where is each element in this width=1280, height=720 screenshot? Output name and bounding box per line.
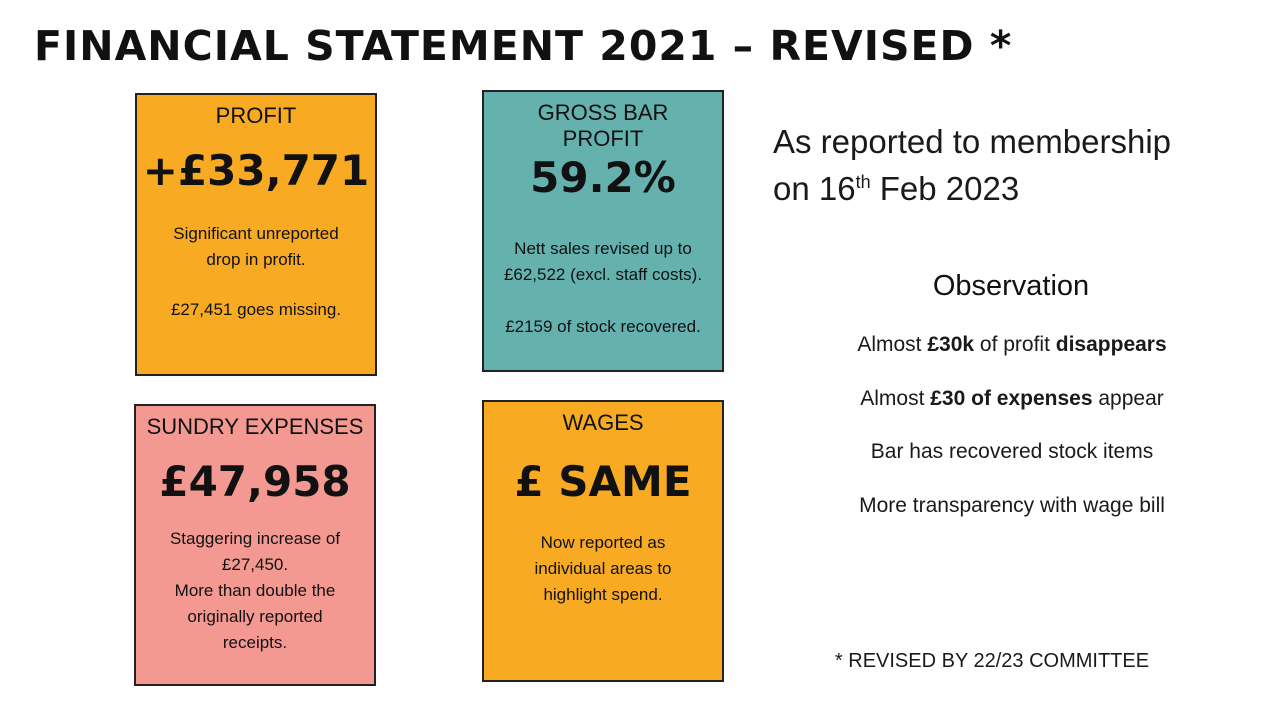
gross-bar-profit-description: Nett sales revised up to £62,522 (excl. … (503, 239, 703, 284)
sundry-expenses-card: SUNDRY EXPENSES £47,958 Staggering incre… (134, 404, 376, 686)
sundry-expenses-heading: SUNDRY EXPENSES (146, 414, 364, 439)
observation-text: More transparency with wage bill (859, 493, 1165, 517)
observation-emphasis: £30k (927, 333, 975, 356)
observation-item: Almost £30k of profit disappears (812, 330, 1212, 384)
observation-text: Almost (857, 333, 928, 356)
footnote: * REVISED BY 22/23 COMMITTEE (834, 650, 1150, 672)
observation-item: Bar has recovered stock items (812, 437, 1212, 491)
observation-item: More transparency with wage bill (812, 491, 1212, 545)
page-title: FINANCIAL STATEMENT 2021 – REVISED * (34, 22, 1013, 70)
observation-emphasis: disappears (1055, 333, 1167, 356)
reported-date-rest: Feb 2023 (870, 170, 1020, 207)
reported-date-prefix: on 16 (773, 170, 856, 207)
observation-text: appear (1092, 386, 1164, 410)
reported-line-2: on 16th Feb 2023 (773, 162, 1171, 209)
profit-description: Significant unreported drop in profit. (173, 224, 339, 269)
gross-bar-profit-card: GROSS BAR PROFIT 59.2% Nett sales revise… (482, 90, 724, 372)
gross-bar-profit-value: 59.2% (530, 153, 676, 202)
wages-heading: WAGES (562, 410, 644, 435)
profit-value: +£33,771 (142, 146, 370, 195)
profit-card: PROFIT +£33,771 Significant unreported d… (135, 93, 377, 376)
reported-line-1: As reported to membership (773, 123, 1172, 160)
wages-card: WAGES £ SAME Now reported as individual … (482, 400, 724, 682)
gross-bar-stock-note: £2159 of stock recovered. (505, 317, 701, 336)
observation-text: Almost (860, 386, 931, 410)
observation-text: Bar has recovered stock items (870, 440, 1154, 463)
observation-emphasis: £30 of expenses (930, 386, 1093, 410)
gross-bar-profit-heading: GROSS BAR PROFIT (537, 100, 669, 151)
profit-heading: PROFIT (215, 103, 297, 128)
reported-note: As reported to membership on 16th Feb 20… (773, 122, 1171, 209)
sundry-expenses-increase: Staggering increase of £27,450. (169, 529, 341, 574)
wages-value: £ SAME (514, 457, 692, 506)
sundry-expenses-note: More than double the originally reported… (174, 581, 336, 652)
sundry-expenses-value: £47,958 (159, 457, 351, 506)
profit-missing-note: £27,451 goes missing. (170, 300, 342, 319)
observation-list: Almost £30k of profit disappears Almost … (812, 330, 1212, 544)
observation-item: Almost £30 of expenses appear (812, 384, 1212, 438)
observation-text: of profit (974, 333, 1056, 356)
observation-title: Observation (932, 270, 1090, 302)
wages-description: Now reported as individual areas to high… (534, 533, 672, 604)
reported-date-suffix: th (855, 172, 871, 192)
